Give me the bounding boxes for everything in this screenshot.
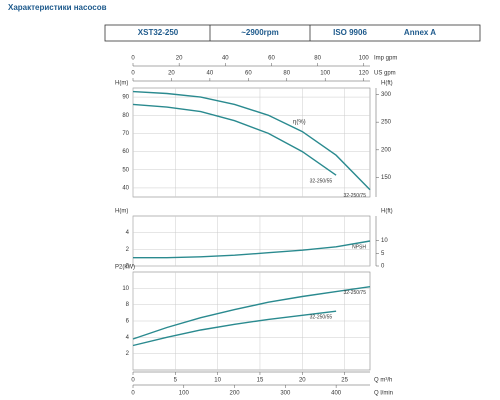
y-tick-label: 6 [126, 319, 130, 325]
y2-axis-label: H(ft) [381, 209, 393, 215]
q-tick-label: 300 [280, 391, 291, 397]
curve-label: NPSH [352, 244, 366, 250]
speed: ~2900rpm [241, 28, 279, 37]
y-tick-label: 70 [122, 131, 129, 137]
q-tick-label: 0 [131, 391, 135, 397]
header-box [104, 24, 481, 42]
q-tick-label: 0 [131, 378, 135, 384]
y-tick-label: 90 [122, 95, 129, 101]
y2-tick-label: 150 [381, 175, 392, 181]
q-tick-label: 100 [320, 71, 331, 77]
y-tick-label: 2 [126, 247, 130, 253]
y2-tick-label: 0 [381, 264, 385, 270]
q-tick-label: 40 [222, 56, 229, 62]
q-tick-label: 120 [359, 71, 370, 77]
standard: ISO 9906 [333, 28, 367, 37]
y2-tick-label: 5 [381, 251, 385, 257]
q-tick-label: 100 [359, 56, 370, 62]
q-axis-label: Q m³/h [374, 378, 392, 384]
plot-frame [132, 215, 371, 267]
page-title: Характеристики насосов [8, 3, 107, 12]
curve [132, 103, 337, 176]
y-tick-label: 2 [126, 351, 130, 357]
y2-tick-label: 200 [381, 147, 392, 153]
q-tick-label: 60 [268, 56, 275, 62]
q-tick-label: 20 [176, 56, 183, 62]
y-tick-label: 60 [122, 149, 129, 155]
q-tick-label: 20 [299, 378, 306, 384]
curve-label: 32-250/75 [343, 290, 366, 296]
q-tick-label: 200 [230, 391, 241, 397]
curve [132, 90, 371, 191]
y-tick-label: 4 [126, 335, 130, 341]
y-tick-label: 0 [126, 264, 130, 270]
q-tick-label: 0 [131, 71, 135, 77]
plot-frame [132, 87, 371, 198]
q-tick-label: 15 [257, 378, 264, 384]
y-tick-label: 8 [126, 302, 130, 308]
curve-label: 32-250/55 [310, 179, 333, 185]
q-axis-label: Imp gpm [374, 56, 397, 62]
annotation: η(%) [293, 120, 306, 126]
q-tick-label: 20 [168, 71, 175, 77]
curve-label: 32-250/55 [310, 315, 333, 321]
q-axis-label: US gpm [374, 71, 396, 77]
curve [132, 286, 371, 340]
y-tick-label: 10 [122, 286, 129, 292]
y2-axis-label: H(ft) [381, 81, 393, 87]
y2-tick-label: 300 [381, 92, 392, 98]
y-axis-label: P2(kW) [115, 265, 135, 271]
q-tick-label: 60 [245, 71, 252, 77]
y-axis-label: H(m) [115, 209, 128, 215]
y-tick-label: 4 [126, 230, 130, 236]
curve-label: 32-250/75 [343, 193, 366, 199]
model: XST32-250 [138, 28, 179, 37]
q-tick-label: 10 [214, 378, 221, 384]
y2-tick-label: 10 [381, 238, 388, 244]
curve [132, 310, 337, 347]
y-tick-label: 50 [122, 167, 129, 173]
q-tick-label: 25 [341, 378, 348, 384]
y-tick-label: 80 [122, 113, 129, 119]
q-tick-label: 40 [207, 71, 214, 77]
q-tick-label: 100 [179, 391, 190, 397]
y-axis-label: H(m) [115, 81, 128, 87]
q-tick-label: 400 [331, 391, 342, 397]
annex: Annex A [404, 28, 436, 37]
q-axis-label: Q l/min [374, 391, 393, 397]
q-tick-label: 5 [174, 378, 178, 384]
y-tick-label: 40 [122, 185, 129, 191]
y2-tick-label: 250 [381, 120, 392, 126]
q-tick-label: 80 [283, 71, 290, 77]
q-tick-label: 80 [314, 56, 321, 62]
q-tick-label: 0 [131, 56, 135, 62]
curve [133, 240, 371, 259]
